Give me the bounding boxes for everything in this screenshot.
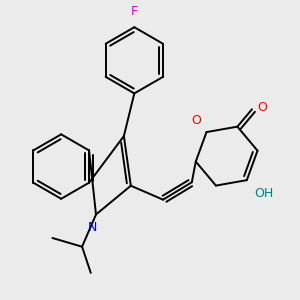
Text: OH: OH xyxy=(254,187,273,200)
Text: O: O xyxy=(191,114,201,127)
Text: F: F xyxy=(131,5,138,19)
Text: N: N xyxy=(88,220,97,234)
Text: O: O xyxy=(257,101,267,114)
